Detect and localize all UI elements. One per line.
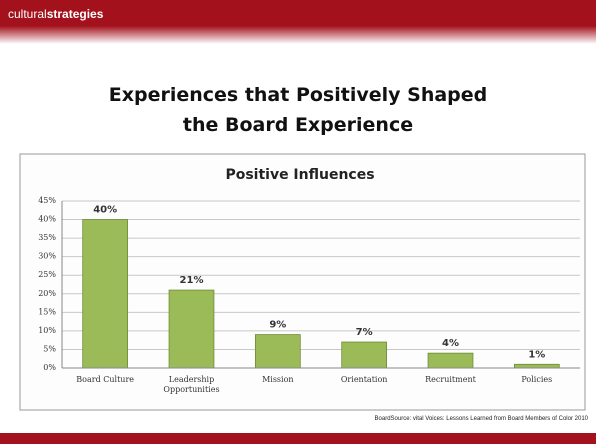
footer-bar xyxy=(0,433,596,444)
x-tick-box: Orientation xyxy=(340,375,388,384)
brand: culturalstrategies xyxy=(8,7,103,21)
y-tick-label: 20% xyxy=(38,289,56,298)
slide-title: Experiences that Positively Shaped xyxy=(108,84,488,106)
x-tick-label: Policies xyxy=(521,375,553,384)
x-tick-box: Recruitment xyxy=(425,375,476,384)
bar xyxy=(82,219,129,369)
y-tick-label: 0% xyxy=(43,363,56,372)
x-tick-box: Board Culture xyxy=(76,375,135,384)
y-tick-label: 10% xyxy=(38,326,56,335)
brand-light: cultural xyxy=(8,7,47,21)
y-tick-label: 40% xyxy=(38,215,56,224)
source: BoardSource: vital Voices: Lessons Learn… xyxy=(374,416,588,422)
y-tick-label: 30% xyxy=(38,252,56,261)
header-bar xyxy=(0,0,596,44)
brand-bold: strategies xyxy=(46,7,104,21)
y-tick-label: 15% xyxy=(38,307,56,316)
data-label: 40% xyxy=(93,205,117,216)
x-tick-box: Leadership Opportunities xyxy=(163,375,220,394)
x-tick-label: Board Culture xyxy=(76,375,135,384)
x-tick-label: Recruitment xyxy=(425,375,476,384)
y-tick-label: 45% xyxy=(38,196,56,205)
data-label: 21% xyxy=(180,275,204,286)
bar xyxy=(427,352,474,369)
data-label: 4% xyxy=(442,338,459,349)
x-tick-label: Leadership Opportunities xyxy=(163,375,220,394)
x-tick-label: Mission xyxy=(262,375,294,384)
y-tick-label: 5% xyxy=(43,344,56,353)
data-label: 7% xyxy=(356,327,373,338)
bar xyxy=(254,334,301,369)
slide-title: the Board Experience xyxy=(182,114,414,136)
x-tick-box: Mission xyxy=(262,375,294,384)
bar xyxy=(341,341,388,369)
bar xyxy=(168,289,215,369)
y-tick-label: 35% xyxy=(38,233,56,242)
bar xyxy=(513,363,560,369)
x-tick-label: Orientation xyxy=(340,375,388,384)
data-label: 1% xyxy=(528,349,545,360)
x-tick-box: Policies xyxy=(521,375,553,384)
y-tick-label: 25% xyxy=(38,270,56,279)
data-label: 9% xyxy=(269,320,286,331)
chart-title: Positive Influences xyxy=(225,167,374,183)
